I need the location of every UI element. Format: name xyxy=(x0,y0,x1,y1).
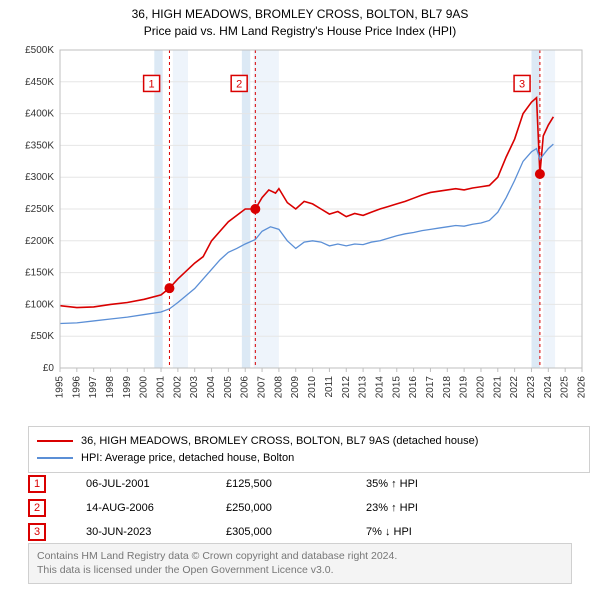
svg-text:2010: 2010 xyxy=(307,376,318,399)
svg-text:2008: 2008 xyxy=(273,376,284,399)
svg-text:2012: 2012 xyxy=(341,376,352,399)
svg-text:2: 2 xyxy=(236,78,242,90)
svg-text:2025: 2025 xyxy=(560,376,571,399)
title-line-2: Price paid vs. HM Land Registry's House … xyxy=(0,23,600,40)
svg-text:1: 1 xyxy=(149,78,155,90)
svg-text:2000: 2000 xyxy=(139,376,150,399)
svg-text:£0: £0 xyxy=(43,363,55,374)
transaction-marker: 1 xyxy=(28,475,46,493)
svg-text:2017: 2017 xyxy=(425,376,436,399)
transaction-date: 14-AUG-2006 xyxy=(86,502,226,514)
svg-text:2003: 2003 xyxy=(189,376,200,399)
transactions-row: 1 06-JUL-2001£125,50035% ↑ HPI xyxy=(28,472,572,496)
svg-text:2014: 2014 xyxy=(374,376,385,399)
chart-area: £0 £50K £100K £150K £200K £250K £300K £350K £400… xyxy=(10,44,590,414)
svg-text:2020: 2020 xyxy=(475,376,486,399)
legend-label: 36, HIGH MEADOWS, BROMLEY CROSS, BOLTON,… xyxy=(81,433,478,450)
transactions-row: 2 14-AUG-2006£250,00023% ↑ HPI xyxy=(28,496,572,520)
transaction-price: £250,000 xyxy=(226,502,366,514)
svg-text:2021: 2021 xyxy=(492,376,503,399)
transaction-delta: 35% ↑ HPI xyxy=(366,478,506,490)
svg-text:£450K: £450K xyxy=(25,77,54,88)
svg-text:£150K: £150K xyxy=(25,268,54,279)
svg-text:2015: 2015 xyxy=(391,376,402,399)
legend: 36, HIGH MEADOWS, BROMLEY CROSS, BOLTON,… xyxy=(28,426,590,473)
svg-text:2007: 2007 xyxy=(257,376,268,399)
footer-line-2: This data is licensed under the Open Gov… xyxy=(37,563,563,578)
svg-text:£250K: £250K xyxy=(25,204,54,215)
svg-text:2001: 2001 xyxy=(156,376,167,399)
svg-text:2018: 2018 xyxy=(442,376,453,399)
transactions-row: 3 30-JUN-2023£305,0007% ↓ HPI xyxy=(28,520,572,544)
svg-text:£300K: £300K xyxy=(25,172,54,183)
legend-row: HPI: Average price, detached house, Bolt… xyxy=(37,450,581,467)
legend-row: 36, HIGH MEADOWS, BROMLEY CROSS, BOLTON,… xyxy=(37,433,581,450)
svg-text:£350K: £350K xyxy=(25,140,54,151)
svg-text:1999: 1999 xyxy=(122,376,133,399)
page: 36, HIGH MEADOWS, BROMLEY CROSS, BOLTON,… xyxy=(0,0,600,590)
transaction-delta: 7% ↓ HPI xyxy=(366,526,506,538)
legend-swatch xyxy=(37,457,73,459)
chart-title: 36, HIGH MEADOWS, BROMLEY CROSS, BOLTON,… xyxy=(0,0,600,40)
transactions-table: 1 06-JUL-2001£125,50035% ↑ HPI 2 14-AUG-200… xyxy=(28,472,572,544)
transaction-marker: 2 xyxy=(28,499,46,517)
svg-text:2016: 2016 xyxy=(408,376,419,399)
transaction-date: 30-JUN-2023 xyxy=(86,526,226,538)
svg-text:3: 3 xyxy=(519,78,525,90)
svg-text:1996: 1996 xyxy=(71,376,82,399)
transaction-price: £125,500 xyxy=(226,478,366,490)
transaction-price: £305,000 xyxy=(226,526,366,538)
svg-text:2006: 2006 xyxy=(240,376,251,399)
svg-text:1998: 1998 xyxy=(105,376,116,399)
svg-text:2024: 2024 xyxy=(543,376,554,399)
svg-text:£50K: £50K xyxy=(31,331,55,342)
svg-text:1997: 1997 xyxy=(88,376,99,399)
svg-text:2022: 2022 xyxy=(509,376,520,399)
legend-label: HPI: Average price, detached house, Bolt… xyxy=(81,450,294,467)
transaction-marker: 3 xyxy=(28,523,46,541)
svg-text:£400K: £400K xyxy=(25,109,54,120)
svg-text:1995: 1995 xyxy=(55,376,66,399)
title-line-1: 36, HIGH MEADOWS, BROMLEY CROSS, BOLTON,… xyxy=(0,6,600,23)
svg-text:2005: 2005 xyxy=(223,376,234,399)
svg-text:2009: 2009 xyxy=(290,376,301,399)
svg-text:2002: 2002 xyxy=(172,376,183,399)
svg-text:2023: 2023 xyxy=(526,376,537,399)
transaction-delta: 23% ↑ HPI xyxy=(366,502,506,514)
svg-text:2004: 2004 xyxy=(206,376,217,399)
svg-text:£500K: £500K xyxy=(25,45,54,56)
transaction-date: 06-JUL-2001 xyxy=(86,478,226,490)
svg-text:£100K: £100K xyxy=(25,299,54,310)
chart-svg: £0 £50K £100K £150K £200K £250K £300K £350K £400… xyxy=(10,44,590,414)
svg-text:2019: 2019 xyxy=(459,376,470,399)
svg-text:2026: 2026 xyxy=(577,376,588,399)
svg-text:2013: 2013 xyxy=(358,376,369,399)
footer-line-1: Contains HM Land Registry data © Crown c… xyxy=(37,549,563,564)
svg-text:£200K: £200K xyxy=(25,236,54,247)
legend-swatch xyxy=(37,440,73,442)
svg-text:2011: 2011 xyxy=(324,376,335,398)
footer-attribution: Contains HM Land Registry data © Crown c… xyxy=(28,543,572,584)
